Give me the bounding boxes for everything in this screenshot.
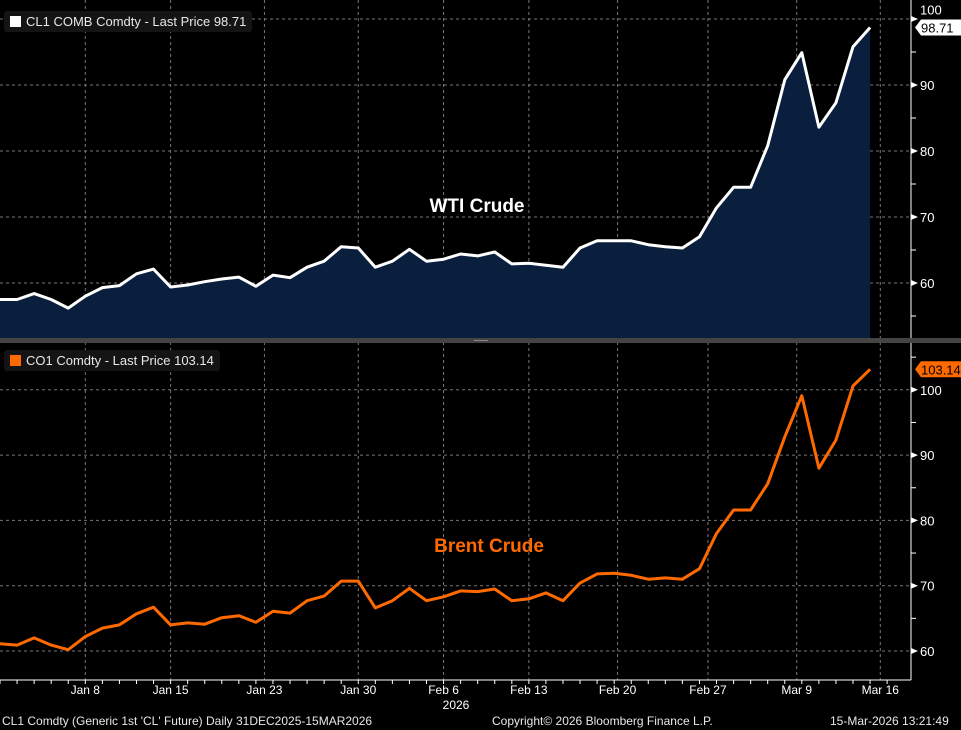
x-tick-label: Feb 6 (428, 683, 459, 697)
last-price-label-brent: 103.14 (921, 362, 961, 377)
legend-wti-label: CL1 COMB Comdty - Last Price 98.71 (26, 14, 247, 29)
series-line-wti (0, 26, 872, 310)
x-tick-label: Jan 15 (153, 683, 189, 697)
legend-swatch-wti (10, 16, 21, 27)
y-tick-label-brent: 100 (920, 383, 942, 398)
y-tick-label-wti: 80 (920, 144, 934, 159)
y-tick-label-wti: 60 (920, 276, 934, 291)
area-fill-wti (0, 27, 871, 338)
y-tick-label-brent: 90 (920, 448, 934, 463)
series-line-brent (0, 368, 872, 652)
y-tick-marker (911, 82, 918, 88)
legend-wti: CL1 COMB Comdty - Last Price 98.71 (4, 11, 253, 32)
y-tick-label-wti: 90 (920, 78, 934, 93)
x-tick-label: Feb 20 (599, 683, 637, 697)
footer-copyright: Copyright© 2026 Bloomberg Finance L.P. (492, 714, 713, 728)
y-tick-marker (911, 280, 918, 286)
y-tick-marker (911, 582, 918, 589)
last-price-tag-brent (915, 361, 961, 378)
legend-swatch-brent (10, 355, 21, 366)
x-tick-label: Feb 27 (689, 683, 727, 697)
y-tick-marker (911, 148, 918, 154)
x-tick-label: Jan 8 (71, 683, 101, 697)
y-tick-marker (911, 648, 918, 654)
y-tick-label-wti: 70 (920, 210, 934, 225)
x-tick-label: Mar 9 (781, 683, 812, 697)
legend-brent-label: CO1 Comdty - Last Price 103.14 (26, 353, 214, 368)
x-tick-label: Jan 30 (340, 683, 376, 697)
annotation-wti: WTI Crude (430, 196, 525, 217)
x-axis-year: 2026 (443, 698, 470, 712)
y-tick-marker (911, 16, 918, 22)
legend-brent: CO1 Comdty - Last Price 103.14 (4, 350, 220, 371)
y-tick-label-brent: 60 (920, 644, 934, 659)
y-tick-marker (911, 517, 918, 524)
y-tick-label-brent: 70 (920, 579, 934, 594)
footer-security: CL1 Comdty (Generic 1st 'CL' Future) Dai… (2, 714, 373, 728)
x-tick-label: Mar 16 (862, 683, 900, 697)
y-tick-marker (911, 386, 918, 393)
last-price-tag-wti (915, 19, 961, 36)
y-tick-label-wti: 100 (920, 3, 942, 18)
annotation-brent: Brent Crude (434, 536, 544, 557)
y-tick-marker (911, 452, 918, 459)
x-tick-label: Feb 13 (510, 683, 548, 697)
x-tick-label: Jan 23 (246, 683, 282, 697)
y-tick-marker (911, 214, 918, 220)
y-tick-label-brent: 80 (920, 513, 934, 528)
last-price-label-wti: 98.71 (921, 21, 954, 36)
footer-timestamp: 15-Mar-2026 13:21:49 (830, 714, 949, 728)
